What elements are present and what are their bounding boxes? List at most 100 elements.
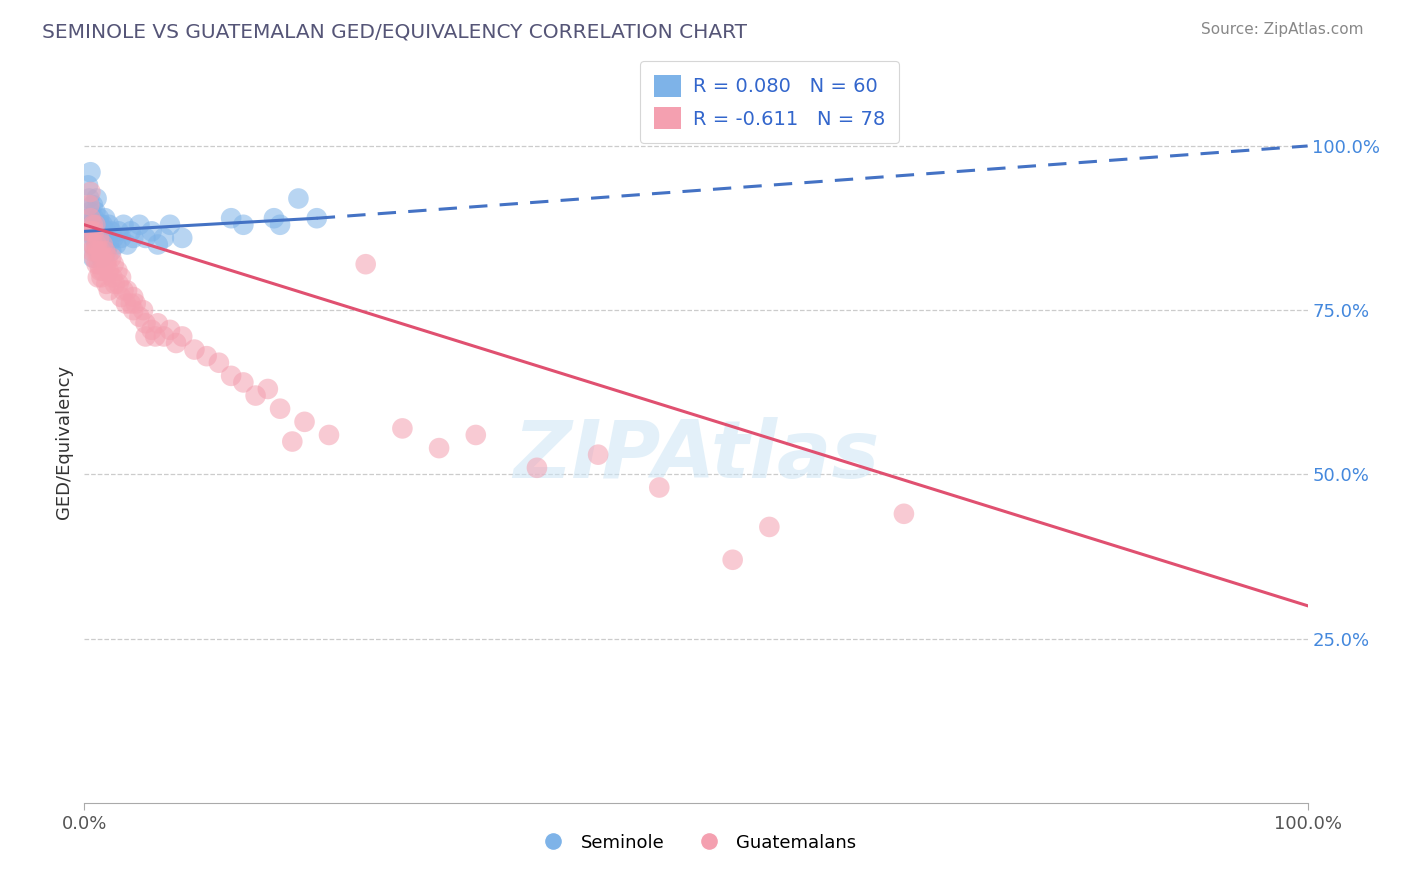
Point [77, 178, 100, 193]
Point [257, 382, 280, 396]
Point [105, 237, 128, 252]
Point [721, 553, 744, 567]
Point [97, 284, 120, 298]
Point [94, 231, 117, 245]
Point [97, 251, 120, 265]
Point [86, 237, 108, 252]
Point [758, 520, 780, 534]
Point [287, 192, 309, 206]
Point [141, 323, 163, 337]
Point [427, 441, 450, 455]
Point [100, 251, 122, 265]
Point [86, 257, 108, 271]
Point [263, 211, 285, 226]
Point [90, 251, 112, 265]
Point [135, 231, 157, 245]
Point [84, 218, 107, 232]
Point [103, 231, 125, 245]
Point [94, 244, 117, 258]
Point [97, 264, 120, 278]
Point [120, 296, 142, 310]
Point [122, 231, 145, 245]
Point [97, 218, 120, 232]
Text: ZIPAtlas: ZIPAtlas [513, 417, 879, 495]
Point [245, 388, 267, 402]
Point [219, 368, 242, 383]
Point [93, 244, 115, 258]
Point [82, 237, 104, 252]
Point [104, 277, 127, 291]
Point [82, 218, 104, 232]
Point [84, 224, 107, 238]
Point [82, 198, 104, 212]
Point [96, 257, 118, 271]
Point [87, 231, 110, 245]
Point [100, 224, 122, 238]
Point [105, 264, 128, 278]
Text: SEMINOLE VS GUATEMALAN GED/EQUIVALENCY CORRELATION CHART: SEMINOLE VS GUATEMALAN GED/EQUIVALENCY C… [42, 22, 747, 41]
Point [165, 336, 187, 351]
Point [89, 218, 111, 232]
Point [86, 218, 108, 232]
Point [141, 224, 163, 238]
Point [893, 507, 915, 521]
Point [125, 296, 148, 310]
Point [83, 211, 105, 226]
Point [91, 237, 114, 252]
Point [586, 448, 609, 462]
Point [128, 310, 150, 324]
Point [82, 224, 104, 238]
Point [281, 434, 304, 449]
Point [100, 244, 122, 258]
Point [219, 211, 242, 226]
Point [87, 257, 110, 271]
Point [159, 218, 181, 232]
Point [110, 290, 132, 304]
Point [90, 270, 112, 285]
Legend: Seminole, Guatemalans: Seminole, Guatemalans [529, 826, 863, 859]
Point [107, 277, 129, 291]
Point [97, 237, 120, 252]
Point [232, 376, 254, 390]
Point [89, 237, 111, 252]
Point [87, 244, 110, 258]
Point [84, 204, 107, 219]
Point [391, 421, 413, 435]
Point [112, 218, 135, 232]
Point [77, 198, 100, 212]
Point [94, 211, 117, 226]
Point [77, 211, 100, 226]
Point [90, 251, 112, 265]
Point [101, 270, 124, 285]
Point [77, 224, 100, 238]
Point [80, 237, 103, 252]
Point [526, 460, 548, 475]
Point [103, 257, 125, 271]
Point [112, 284, 135, 298]
Point [128, 218, 150, 232]
Point [91, 218, 114, 232]
Point [318, 428, 340, 442]
Point [464, 428, 486, 442]
Point [80, 224, 103, 238]
Point [153, 329, 176, 343]
Point [80, 218, 103, 232]
Point [294, 415, 316, 429]
Point [87, 211, 110, 226]
Point [146, 237, 169, 252]
Point [77, 192, 100, 206]
Point [80, 244, 103, 258]
Point [87, 270, 110, 285]
Point [305, 211, 328, 226]
Point [87, 231, 110, 245]
Point [153, 231, 176, 245]
Point [87, 244, 110, 258]
Point [89, 244, 111, 258]
Point [83, 231, 105, 245]
Point [79, 211, 101, 226]
Point [83, 224, 105, 238]
Point [97, 231, 120, 245]
Point [82, 251, 104, 265]
Point [135, 316, 157, 330]
Point [122, 290, 145, 304]
